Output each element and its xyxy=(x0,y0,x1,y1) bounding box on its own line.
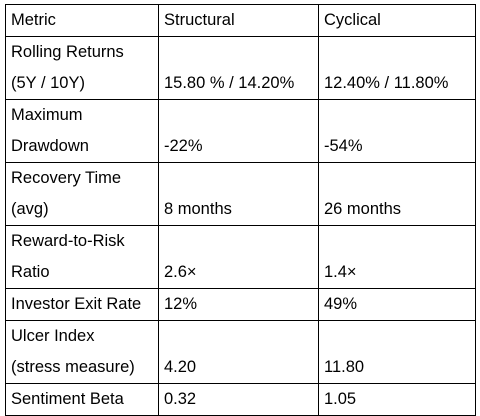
structural-cell: 8 months xyxy=(158,162,319,226)
cyclical-cell: 26 months xyxy=(318,162,476,226)
cyclical-cell: 1.05 xyxy=(318,383,476,416)
metric-line: Drawdown xyxy=(11,137,89,155)
cyclical-cell: -54% xyxy=(318,99,476,163)
metric-line: Maximum xyxy=(11,106,83,124)
table-row: Rolling Returns (5Y / 10Y) 15.80 % / 14.… xyxy=(5,36,476,100)
metric-cell: Rolling Returns (5Y / 10Y) xyxy=(5,36,159,100)
metric-line: Reward-to-Risk xyxy=(11,232,125,250)
header-cyclical: Cyclical xyxy=(318,4,476,37)
metric-cell: Investor Exit Rate xyxy=(5,288,159,321)
structural-cell: 4.20 xyxy=(158,320,319,384)
table-row: Sentiment Beta 0.32 1.05 xyxy=(5,383,476,416)
metric-line: (stress measure) xyxy=(11,358,135,376)
structural-cell: 12% xyxy=(158,288,319,321)
table-row: Investor Exit Rate 12% 49% xyxy=(5,288,476,321)
table-row: Ulcer Index (stress measure) 4.20 11.80 xyxy=(5,320,476,384)
cyclical-cell: 12.40% / 11.80% xyxy=(318,36,476,100)
header-structural: Structural xyxy=(158,4,319,37)
metric-cell: Maximum Drawdown xyxy=(5,99,159,163)
metric-line: Investor Exit Rate xyxy=(11,295,142,313)
cyclical-cell: 1.4× xyxy=(318,225,476,289)
metric-cell: Sentiment Beta xyxy=(5,383,159,416)
metric-line: (5Y / 10Y) xyxy=(11,74,85,92)
metric-cell: Reward-to-Risk Ratio xyxy=(5,225,159,289)
header-row: Metric Structural Cyclical xyxy=(5,4,476,37)
metric-cell: Recovery Time (avg) xyxy=(5,162,159,226)
cyclical-cell: 49% xyxy=(318,288,476,321)
comparison-table: Metric Structural Cyclical Rolling Retur… xyxy=(5,4,476,416)
table-row: Maximum Drawdown -22% -54% xyxy=(5,99,476,163)
metric-line: Rolling Returns xyxy=(11,43,124,61)
metric-cell: Ulcer Index (stress measure) xyxy=(5,320,159,384)
table-row: Reward-to-Risk Ratio 2.6× 1.4× xyxy=(5,225,476,289)
structural-cell: 15.80 % / 14.20% xyxy=(158,36,319,100)
structural-cell: 0.32 xyxy=(158,383,319,416)
metric-line: Ulcer Index xyxy=(11,327,95,345)
metric-line: (avg) xyxy=(11,200,49,218)
structural-cell: -22% xyxy=(158,99,319,163)
cyclical-cell: 11.80 xyxy=(318,320,476,384)
header-metric: Metric xyxy=(5,4,159,37)
metric-line: Recovery Time xyxy=(11,169,122,187)
metric-line: Sentiment Beta xyxy=(11,390,124,408)
table-row: Recovery Time (avg) 8 months 26 months xyxy=(5,162,476,226)
metric-line: Ratio xyxy=(11,263,50,281)
structural-cell: 2.6× xyxy=(158,225,319,289)
